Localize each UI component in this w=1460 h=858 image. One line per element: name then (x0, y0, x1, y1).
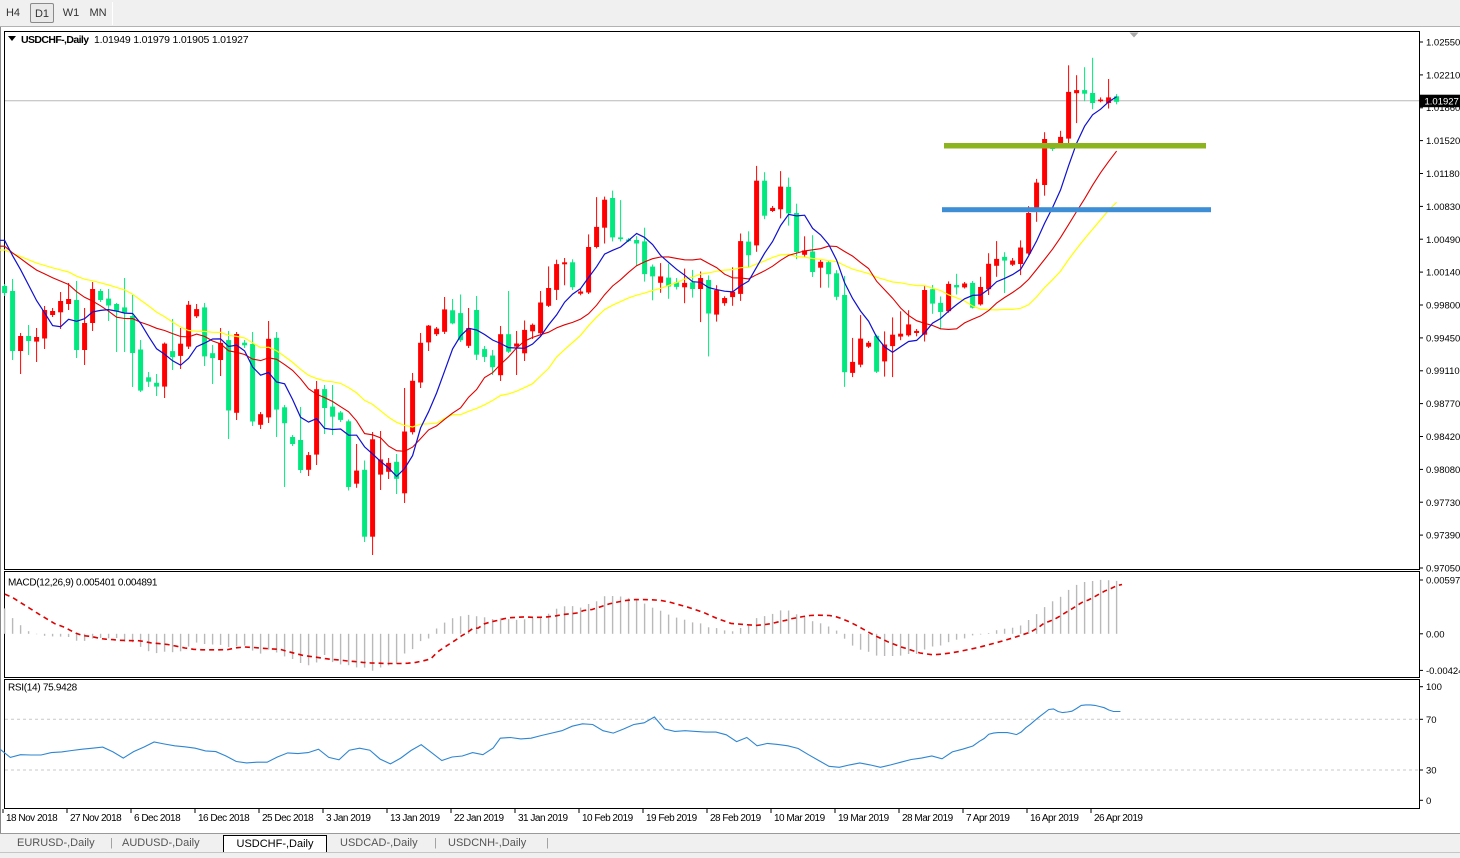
svg-text:16 Dec 2018: 16 Dec 2018 (198, 813, 250, 824)
svg-text:-0.00424: -0.00424 (1426, 666, 1460, 677)
svg-text:0.99450: 0.99450 (1426, 333, 1460, 344)
svg-text:3 Jan 2019: 3 Jan 2019 (326, 813, 371, 824)
svg-text:1.01927: 1.01927 (1425, 96, 1459, 107)
svg-text:0.98770: 0.98770 (1426, 399, 1460, 410)
svg-text:22 Jan 2019: 22 Jan 2019 (454, 813, 504, 824)
svg-text:10 Feb 2019: 10 Feb 2019 (582, 813, 634, 824)
svg-text:0.99800: 0.99800 (1426, 301, 1460, 312)
svg-text:0.97730: 0.97730 (1426, 498, 1460, 509)
svg-text:1.00830: 1.00830 (1426, 202, 1460, 213)
svg-text:RSI(14) 75.9428: RSI(14) 75.9428 (8, 683, 78, 694)
svg-text:16 Apr 2019: 16 Apr 2019 (1030, 813, 1079, 824)
svg-text:1.01949 1.01979 1.01905 1.0192: 1.01949 1.01979 1.01905 1.01927 (94, 34, 249, 46)
svg-text:100: 100 (1426, 682, 1442, 693)
svg-text:USDCHF-,Daily: USDCHF-,Daily (21, 34, 89, 46)
svg-text:26 Apr 2019: 26 Apr 2019 (1094, 813, 1143, 824)
svg-text:19 Mar 2019: 19 Mar 2019 (838, 813, 890, 824)
svg-text:27 Nov 2018: 27 Nov 2018 (70, 813, 122, 824)
svg-text:7 Apr 2019: 7 Apr 2019 (966, 813, 1010, 824)
svg-text:0.00597: 0.00597 (1426, 576, 1460, 587)
svg-text:1.01520: 1.01520 (1426, 136, 1460, 147)
svg-text:1.00140: 1.00140 (1426, 268, 1460, 279)
svg-text:1.02210: 1.02210 (1426, 70, 1460, 81)
svg-text:0.00: 0.00 (1426, 629, 1445, 640)
svg-text:31 Jan 2019: 31 Jan 2019 (518, 813, 568, 824)
svg-text:28 Feb 2019: 28 Feb 2019 (710, 813, 762, 824)
svg-text:19 Feb 2019: 19 Feb 2019 (646, 813, 698, 824)
svg-text:70: 70 (1426, 715, 1437, 726)
svg-text:0.97390: 0.97390 (1426, 531, 1460, 542)
svg-text:1.02550: 1.02550 (1426, 38, 1460, 49)
svg-text:0.98080: 0.98080 (1426, 465, 1460, 476)
svg-text:18 Nov 2018: 18 Nov 2018 (6, 813, 58, 824)
svg-text:28 Mar 2019: 28 Mar 2019 (902, 813, 954, 824)
svg-text:30: 30 (1426, 766, 1437, 777)
svg-text:0.98420: 0.98420 (1426, 432, 1460, 443)
svg-text:6 Dec 2018: 6 Dec 2018 (134, 813, 181, 824)
svg-text:1.00490: 1.00490 (1426, 235, 1460, 246)
svg-text:10 Mar 2019: 10 Mar 2019 (774, 813, 826, 824)
svg-text:1.01180: 1.01180 (1426, 169, 1460, 180)
svg-text:0.97050: 0.97050 (1426, 564, 1460, 575)
svg-text:0: 0 (1426, 796, 1431, 807)
svg-text:25 Dec 2018: 25 Dec 2018 (262, 813, 314, 824)
svg-text:MACD(12,26,9) 0.005401 0.00489: MACD(12,26,9) 0.005401 0.004891 (8, 578, 158, 589)
svg-text:1.01860: 1.01860 (1426, 103, 1460, 114)
svg-text:13 Jan 2019: 13 Jan 2019 (390, 813, 440, 824)
svg-text:0.99110: 0.99110 (1426, 366, 1460, 377)
